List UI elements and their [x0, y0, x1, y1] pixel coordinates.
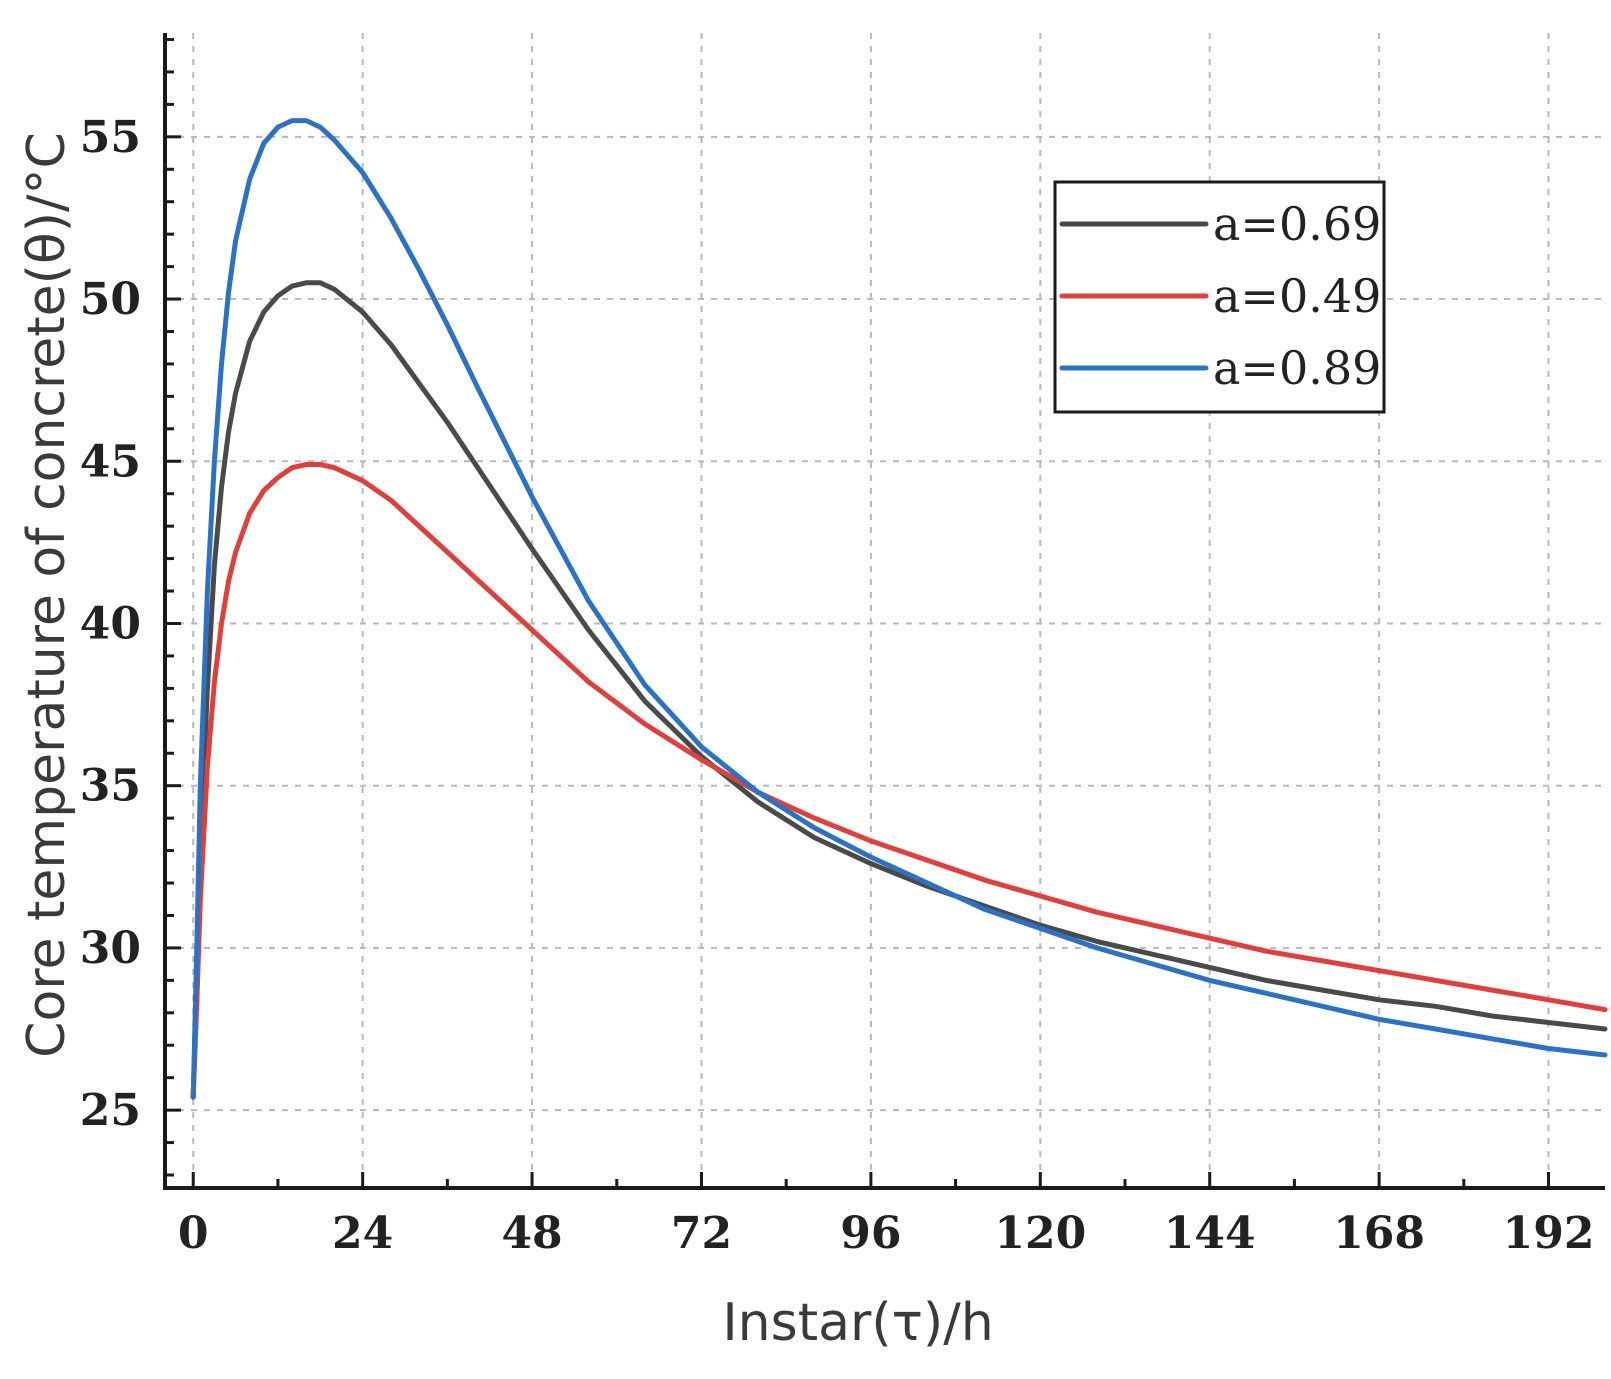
y-tick-label: 55 — [80, 112, 141, 163]
series-line-3 — [190, 118, 1608, 1100]
x-tick-label: 168 — [1333, 1208, 1425, 1259]
y-tick-label: 40 — [80, 598, 141, 649]
x-tick-label: 192 — [1503, 1208, 1595, 1259]
grid-lines — [165, 33, 1605, 1188]
y-tick-label: 35 — [80, 761, 141, 812]
x-axis-title: Instar(τ)/h — [722, 1293, 993, 1353]
y-axis-title: Core temperature of concrete(θ)/°C — [17, 132, 77, 1058]
x-tick-label: 48 — [501, 1208, 562, 1259]
x-tick-label: 72 — [671, 1208, 732, 1259]
series-line-1 — [190, 280, 1608, 1100]
y-tick-label: 45 — [80, 436, 141, 487]
x-tick-label: 120 — [994, 1208, 1086, 1259]
tick-labels: 0 24 48 72 96 120 144 168 192 25 30 35 40 45 50 55 — [80, 112, 1595, 1259]
axes — [163, 33, 1605, 1190]
legend-label-series-3: a=0.89 — [1213, 341, 1381, 395]
data-series — [190, 118, 1608, 1100]
y-tick-label: 30 — [80, 923, 141, 974]
legend-label-series-1: a=0.69 — [1213, 197, 1381, 251]
legend-label-series-2: a=0.49 — [1213, 269, 1381, 323]
series-line-2 — [190, 462, 1608, 1100]
x-tick-label: 24 — [332, 1208, 393, 1259]
x-tick-label: 144 — [1164, 1208, 1256, 1259]
x-tick-label: 0 — [178, 1208, 209, 1259]
legend: a=0.69 a=0.49 a=0.89 — [1053, 180, 1386, 414]
y-tick-label: 25 — [80, 1085, 141, 1136]
y-tick-label: 50 — [80, 274, 141, 325]
x-tick-label: 96 — [840, 1208, 901, 1259]
